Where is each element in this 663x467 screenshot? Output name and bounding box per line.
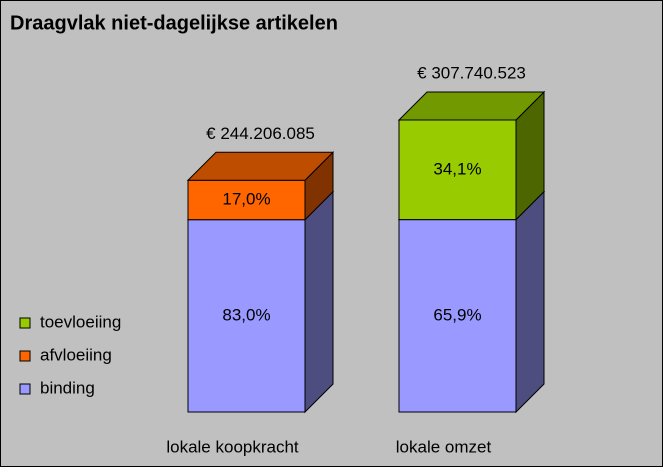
legend-swatch: [19, 383, 31, 395]
chart-title: Draagvlak niet-dagelijkse artikelen: [10, 12, 338, 34]
x-tick-label: lokale omzet: [396, 437, 492, 456]
bar-side: [515, 190, 545, 414]
value-label: 65,9%: [433, 305, 481, 324]
bar-side: [304, 190, 334, 414]
bar-top: [186, 151, 335, 181]
bar-front: [187, 219, 306, 413]
value-label: 17,0%: [222, 189, 270, 208]
value-label: 34,1%: [433, 159, 481, 178]
bar-front: [398, 119, 517, 221]
legend-swatch: [19, 317, 31, 329]
x-tick-label: lokale koopkracht: [166, 437, 299, 456]
total-label: € 244.206.085: [206, 124, 315, 143]
value-label: 83,0%: [222, 305, 270, 324]
bar-top: [397, 91, 546, 121]
total-label: € 307.740.523: [417, 63, 526, 82]
legend-label: binding: [40, 378, 95, 397]
legend-swatch: [19, 350, 31, 362]
bar-front: [398, 219, 517, 413]
legend-label: toevloeiing: [40, 312, 121, 331]
bar-front: [187, 179, 306, 221]
legend-label: afvloeiing: [40, 345, 112, 364]
